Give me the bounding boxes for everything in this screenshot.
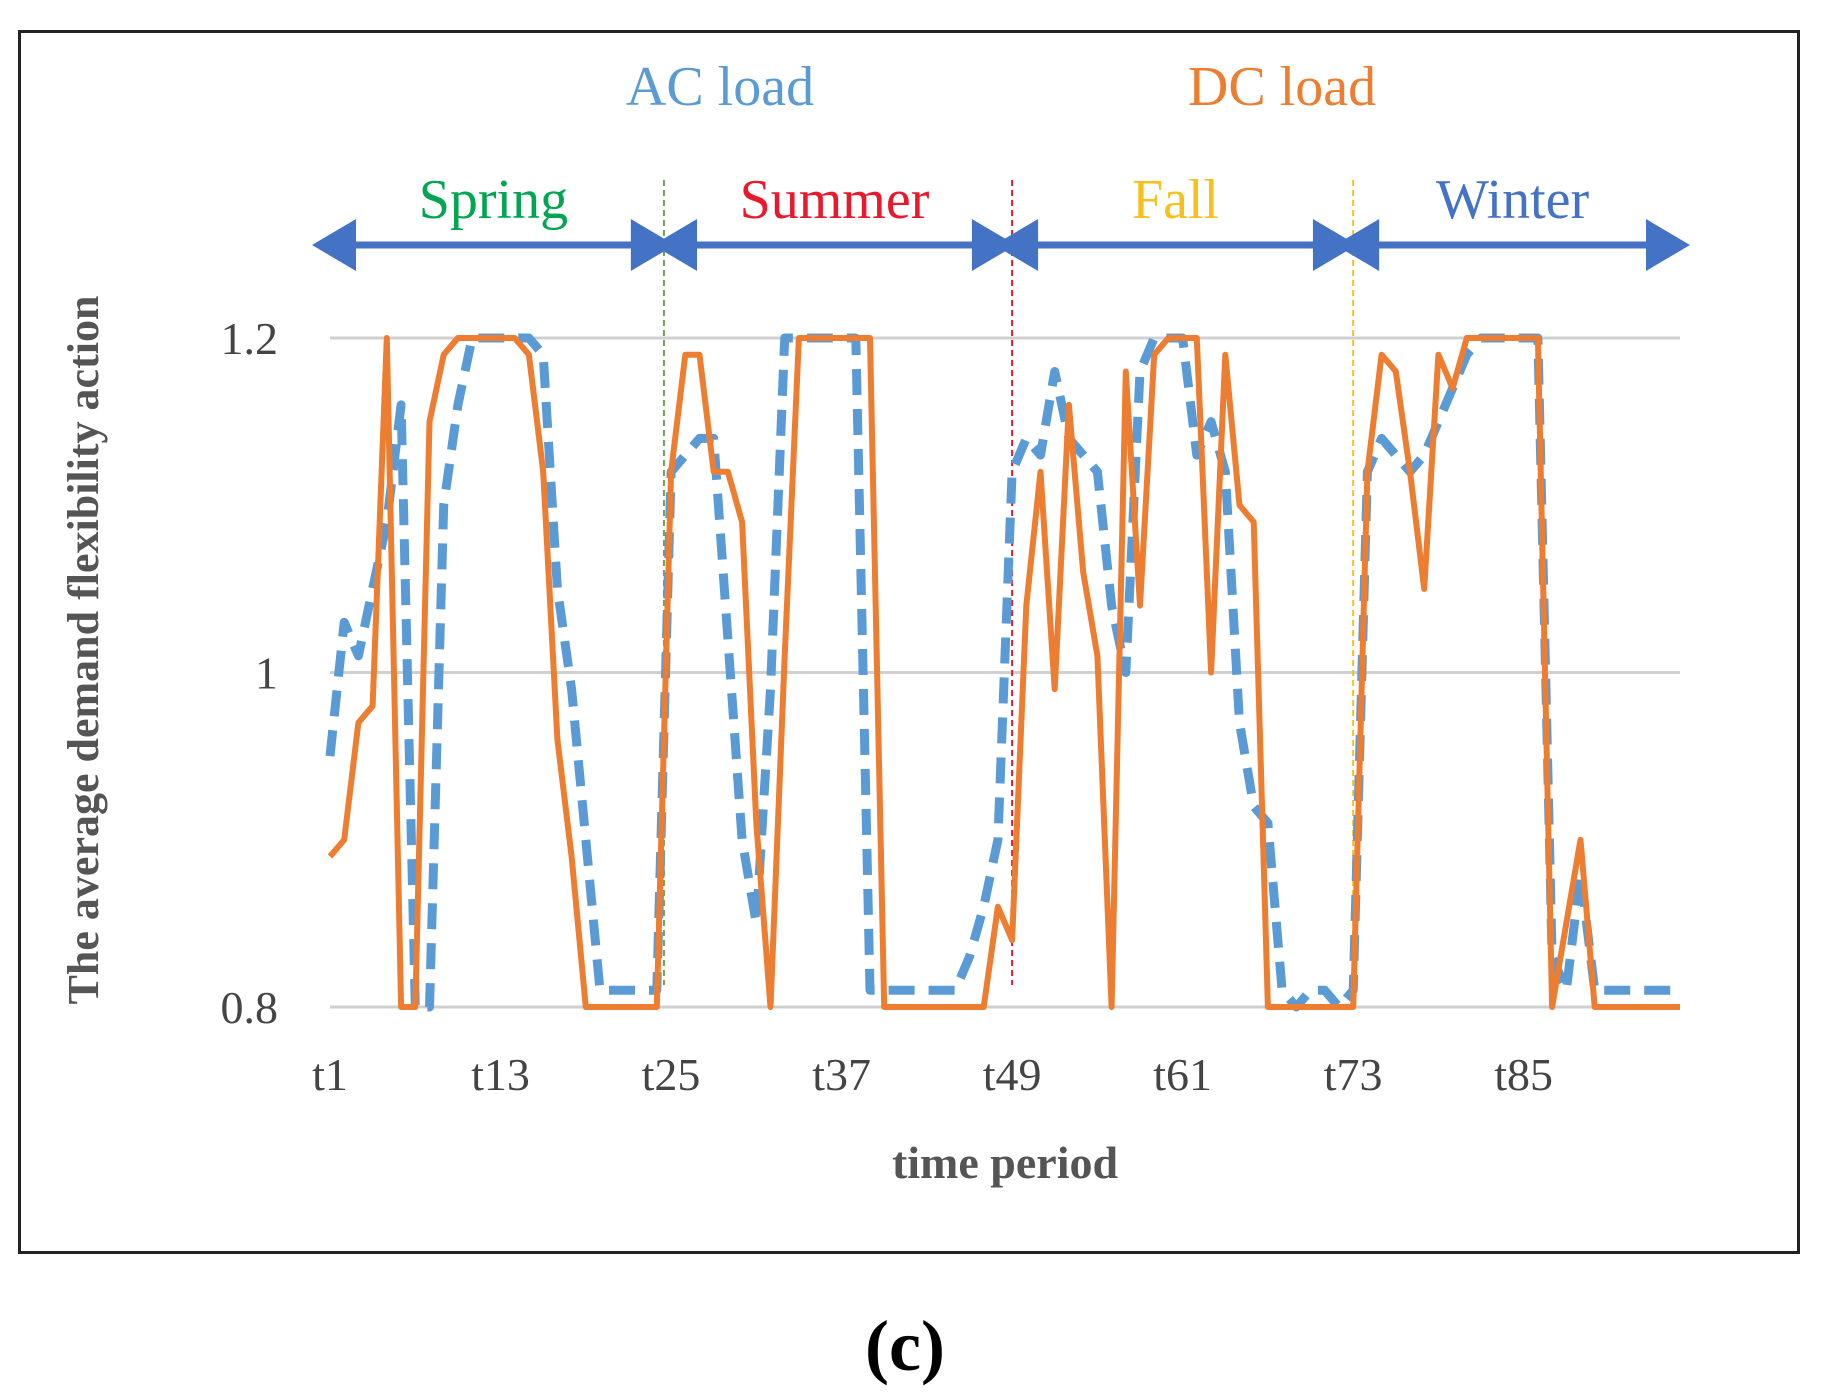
season-arrow-head-left	[312, 219, 356, 271]
panel-label: (c)	[865, 1306, 945, 1386]
y-axis-title: The average demand flexibility action	[59, 296, 108, 1005]
season-arrow-head-left	[653, 219, 698, 271]
x-tick-label: t13	[471, 1049, 530, 1100]
ac-load-line	[325, 333, 1680, 1012]
y-tick-label: 1.2	[221, 313, 279, 364]
season-arrow-head-right	[630, 219, 675, 271]
legend-dc-load: DC load	[1188, 56, 1376, 118]
season-arrow-head-right	[1312, 219, 1357, 271]
x-tick-label: t25	[642, 1049, 701, 1100]
season-label: Winter	[1436, 169, 1590, 231]
x-tick-label: t85	[1494, 1049, 1553, 1100]
season-arrow-head-left	[1335, 219, 1380, 271]
x-tick-label: t73	[1324, 1049, 1383, 1100]
dc-load-line	[327, 335, 1680, 1010]
chart-frame	[18, 30, 1800, 1254]
season-arrow	[1335, 219, 1690, 271]
x-tick-label: t61	[1153, 1049, 1212, 1100]
season-arrow-head-right	[971, 219, 1016, 271]
season-arrow	[653, 219, 1016, 271]
x-tick-label: t1	[312, 1049, 348, 1100]
season-arrow	[312, 219, 675, 271]
x-axis-title: time period	[892, 1137, 1119, 1188]
season-arrow-head-right	[1646, 219, 1690, 271]
x-tick-label: t37	[812, 1049, 871, 1100]
x-tick-label: t49	[983, 1049, 1042, 1100]
y-tick-label: 0.8	[221, 982, 279, 1033]
season-arrow-head-left	[994, 219, 1039, 271]
season-label: Fall	[1132, 169, 1219, 231]
legend-ac-load: AC load	[626, 56, 814, 118]
season-label: Summer	[740, 169, 930, 231]
y-tick-label: 1	[255, 648, 278, 699]
season-arrow	[994, 219, 1357, 271]
season-label: Spring	[419, 169, 568, 231]
